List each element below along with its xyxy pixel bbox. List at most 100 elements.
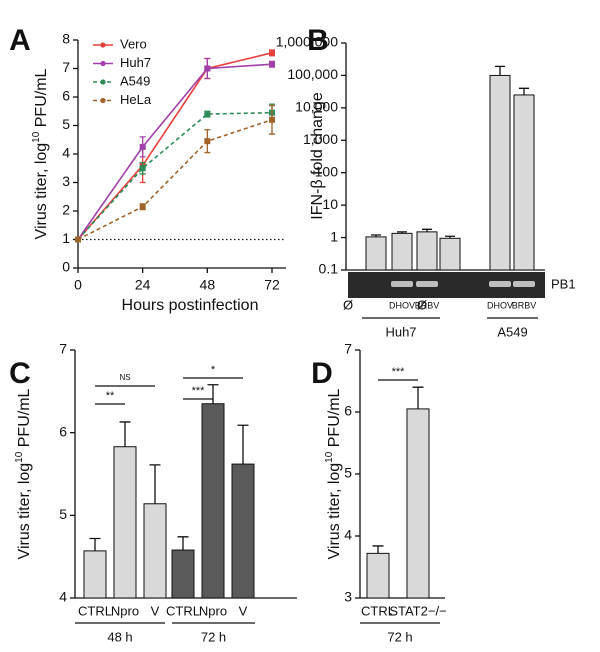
bar (83, 550, 107, 599)
data-point (139, 143, 146, 150)
error-bar (495, 65, 505, 76)
x-tick-label: 48 (200, 277, 216, 293)
data-point (269, 61, 275, 68)
y-tick-label: 5 (59, 506, 67, 522)
y-tick-label: 7 (62, 59, 70, 75)
bar (489, 74, 511, 271)
bar (113, 446, 137, 599)
bar (365, 236, 387, 271)
x-tick-label: V (151, 603, 160, 618)
error-bar (237, 424, 249, 465)
gel-label: PB1 (551, 276, 576, 291)
y-axis-label-part: PFU/mL (16, 388, 33, 451)
x-tick-label: 72 (264, 277, 280, 293)
x-tick-label: CTRL (166, 603, 200, 618)
significance-label: *** (392, 366, 406, 378)
x-tick-label: 0 (74, 277, 82, 293)
gel-image (348, 272, 545, 298)
y-tick-label: 1 (62, 230, 70, 246)
significance-label: ** (106, 390, 115, 402)
data-point (269, 116, 275, 123)
significance-label: NS (119, 373, 130, 382)
y-axis-label: Virus titer, log10 PFU/mL (31, 68, 51, 239)
data-point (139, 165, 146, 172)
y-tick-label: 100 (315, 163, 339, 179)
x-tick-label: STAT2−/− (389, 603, 446, 618)
x-tick-label: CTRL (78, 603, 112, 618)
panel-label: A (9, 24, 31, 57)
x-tick-label: Npro (199, 603, 227, 618)
y-axis-label-superscript: 10 (31, 131, 42, 143)
data-point (75, 236, 81, 243)
bar (231, 463, 255, 599)
error-bar (372, 545, 384, 554)
series-line (77, 119, 273, 241)
error-bar (149, 464, 161, 504)
bar (513, 94, 535, 271)
y-tick-label: 100,000 (287, 66, 338, 82)
y-axis-label-superscript: 10 (324, 451, 335, 463)
y-axis-label: Virus titer, log10 PFU/mL (324, 388, 344, 559)
y-tick-label: 5 (344, 465, 352, 481)
data-point (204, 65, 211, 72)
y-axis-label-part: PFU/mL (33, 68, 50, 131)
series-line (77, 111, 273, 241)
x-tick-label: V (239, 603, 248, 618)
error-bar (177, 536, 189, 551)
y-tick-label: 4 (59, 589, 67, 605)
y-tick-label: 6 (62, 88, 70, 104)
group-label: 48 h (107, 629, 132, 644)
bar (171, 549, 195, 599)
y-tick-label: 3 (344, 589, 352, 605)
legend-marker (100, 79, 106, 85)
legend-marker (100, 60, 106, 67)
lane-label: Ø (343, 297, 353, 312)
legend-label: HeLa (120, 92, 152, 107)
y-axis-label: Virus titer, log10 PFU/mL (14, 388, 34, 559)
group-label: Huh7 (385, 324, 416, 339)
series-line (77, 52, 273, 241)
gel-band (513, 281, 535, 287)
y-tick-label: 0 (62, 259, 70, 275)
y-axis-label-part: IFN-β fold change (309, 92, 326, 220)
legend-label: Huh7 (120, 55, 151, 70)
x-axis-label: Hours postinfection (122, 297, 259, 314)
significance-label: * (211, 364, 216, 376)
bar (406, 408, 430, 599)
bar (201, 403, 225, 599)
y-tick-label: 4 (344, 527, 352, 543)
y-tick-label: 1,000 (303, 131, 338, 147)
group-label: A549 (497, 324, 527, 339)
y-tick-label: 7 (59, 341, 67, 357)
y-tick-label: 3 (62, 173, 70, 189)
y-tick-label: 1,000,000 (276, 34, 338, 50)
group-label: 72 h (387, 629, 412, 644)
data-point (269, 49, 275, 56)
y-tick-label: 7 (344, 341, 352, 357)
data-point (139, 203, 146, 210)
y-axis-label-part: Virus titer, log (33, 143, 50, 240)
bar (143, 503, 167, 599)
gel-band (416, 281, 438, 287)
error-bar (119, 421, 131, 447)
significance-label: *** (192, 385, 206, 397)
series-line (77, 63, 273, 240)
x-tick-label: CTRL (361, 603, 395, 618)
data-point (204, 111, 211, 118)
panel-label: D (311, 357, 333, 390)
bar (391, 232, 413, 271)
panel-label: B (307, 24, 329, 57)
error-bar (412, 386, 424, 409)
y-tick-label: 1 (330, 228, 338, 244)
legend-label: Vero (120, 36, 147, 51)
gel-band (391, 281, 413, 287)
bar (416, 231, 438, 271)
error-bar (89, 537, 101, 551)
y-axis-label: IFN-β fold change (309, 92, 326, 220)
y-tick-label: 4 (62, 145, 70, 161)
lane-label: BRBV (415, 300, 440, 310)
legend-marker (100, 42, 106, 48)
